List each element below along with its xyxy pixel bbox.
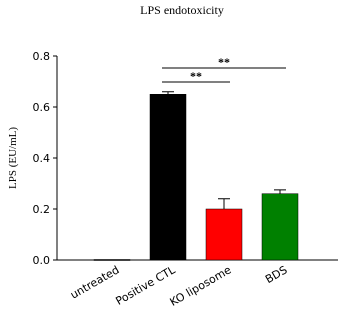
- bar: [205, 208, 243, 261]
- x-tick-label: KO liposome: [168, 263, 234, 309]
- y-tick-label: 0.2: [33, 203, 51, 216]
- y-tick-label: 0.8: [33, 50, 51, 63]
- bar: [93, 259, 131, 261]
- bar: [261, 193, 299, 261]
- y-tick-label: 0.0: [33, 254, 51, 267]
- y-tick-label: 0.4: [33, 152, 51, 165]
- chart-title: LPS endotoxicity: [140, 3, 224, 17]
- significance-label: **: [190, 69, 202, 83]
- error-bar: [274, 189, 286, 194]
- x-tick-label: BDS: [263, 263, 289, 286]
- error-bar: [162, 91, 174, 95]
- significance-label: **: [218, 55, 230, 69]
- error-bar: [218, 198, 230, 209]
- y-axis-label: LPS (EU/mL): [7, 127, 19, 189]
- bar: [149, 94, 187, 261]
- y-tick-label: 0.6: [33, 101, 51, 114]
